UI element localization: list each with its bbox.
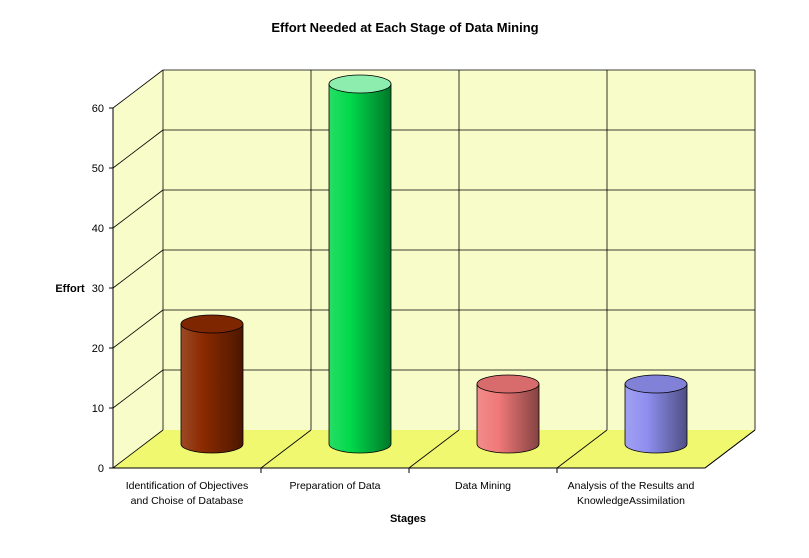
bars xyxy=(180,74,688,454)
x-category-label: Identification of Objectives and Choise o… xyxy=(126,480,249,507)
y-axis-title: Effort xyxy=(55,283,85,295)
side-grid-line xyxy=(112,129,164,169)
y-tick-label: 20 xyxy=(92,343,104,355)
y-tick-labels: 0 10 20 30 40 50 60 xyxy=(92,103,104,475)
y-tick-label: 30 xyxy=(92,283,104,295)
side-grid-line xyxy=(112,369,164,409)
side-grid-line xyxy=(112,69,164,109)
y-tick-label: 40 xyxy=(92,223,104,235)
y-tick-label: 60 xyxy=(92,103,104,115)
cylinder-top xyxy=(476,374,540,394)
floor-left-edge xyxy=(112,429,164,469)
floor-grid-line xyxy=(260,429,312,469)
axes xyxy=(109,70,756,473)
x-category-label: Analysis of the Results and KnowledgeAssi… xyxy=(568,480,695,507)
cylinder-body xyxy=(328,83,392,454)
y-tick-label: 50 xyxy=(92,163,104,175)
side-grid-line xyxy=(112,189,164,229)
cylinder-bar xyxy=(624,374,688,454)
cylinder-top xyxy=(624,374,688,394)
floor-grid-line xyxy=(408,429,460,469)
x-category-line: and Choise of Database xyxy=(131,495,244,507)
cylinder-body xyxy=(624,383,688,454)
cylinder-bar xyxy=(476,374,540,454)
x-axis-title: Stages xyxy=(390,513,426,525)
y-tick-label: 0 xyxy=(98,463,104,475)
x-category-line: Analysis of the Results and xyxy=(568,480,695,492)
x-category-labels: Identification of Objectives and Choise o… xyxy=(126,480,695,507)
grid-lines xyxy=(112,69,756,469)
y-tick-label: 10 xyxy=(92,403,104,415)
x-category-line: Identification of Objectives xyxy=(126,480,249,492)
x-category-label: Data Mining xyxy=(455,480,511,492)
cylinder-top xyxy=(328,74,392,94)
side-grid-line xyxy=(112,249,164,289)
cylinder-body xyxy=(180,323,244,454)
cylinder-body xyxy=(476,383,540,454)
cylinder-top xyxy=(180,314,244,334)
x-category-line: Data Mining xyxy=(455,480,511,492)
cylinder-bar xyxy=(328,74,392,454)
side-grid-line xyxy=(112,309,164,349)
floor-grid-line xyxy=(556,429,608,469)
cylinder-bar xyxy=(180,314,244,454)
x-category-label: Preparation of Data xyxy=(289,480,380,492)
floor-right-edge xyxy=(704,429,756,469)
x-category-line: Preparation of Data xyxy=(289,480,380,492)
chart-title: Effort Needed at Each Stage of Data Mini… xyxy=(271,20,538,35)
x-category-line: KnowledgeAssimilation xyxy=(577,495,685,507)
